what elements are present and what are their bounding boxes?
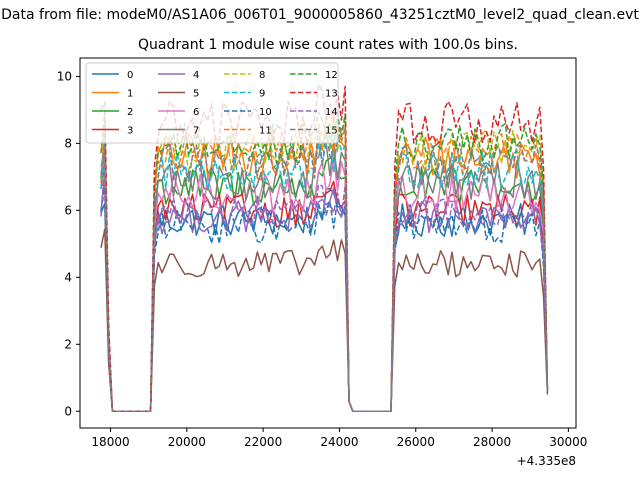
chart-title: Quadrant 1 module wise count rates with … [138, 37, 518, 53]
x-tick-label: 20000 [168, 435, 206, 449]
y-tick-label: 8 [64, 136, 72, 150]
legend-label-11: 11 [259, 126, 272, 137]
y-tick-label: 4 [64, 270, 72, 284]
series-line-10 [100, 186, 549, 413]
legend-label-9: 9 [259, 89, 265, 100]
x-tick-label: 26000 [397, 435, 435, 449]
legend-label-1: 1 [127, 89, 133, 100]
x-tick-label: 28000 [473, 435, 511, 449]
x-tick-label: 22000 [244, 435, 282, 449]
figure-suptitle: Data from file: modeM0/AS1A06_006T01_900… [1, 7, 639, 23]
y-tick-label: 6 [64, 203, 72, 217]
y-tick-label: 10 [57, 69, 72, 83]
legend-label-15: 15 [325, 126, 338, 137]
series-line-15 [100, 126, 549, 413]
legend-label-5: 5 [193, 89, 199, 100]
legend-label-2: 2 [127, 107, 133, 118]
legend-label-12: 12 [325, 70, 338, 81]
y-axis: 0 2 4 6 8 10 [57, 69, 80, 418]
legend-label-6: 6 [193, 107, 199, 118]
x-tick-label: 30000 [549, 435, 587, 449]
x-axis: 18000 20000 22000 24000 26000 28000 30000 [91, 428, 587, 449]
y-tick-label: 0 [64, 404, 72, 418]
legend-box [85, 62, 339, 144]
series-line-5 [100, 228, 549, 413]
legend-label-8: 8 [259, 70, 265, 81]
legend-label-7: 7 [193, 126, 199, 137]
legend-label-10: 10 [259, 107, 272, 118]
legend-label-14: 14 [325, 107, 338, 118]
x-axis-offset-label: +4.335e8 [517, 454, 576, 468]
legend-label-3: 3 [127, 126, 133, 137]
series-line-8 [100, 111, 549, 413]
legend-label-4: 4 [193, 70, 199, 81]
legend-label-0: 0 [127, 70, 133, 81]
x-tick-label: 18000 [91, 435, 129, 449]
axes-frame [79, 57, 577, 429]
series-line-14 [100, 160, 549, 413]
legend-label-13: 13 [325, 89, 338, 100]
x-tick-label: 24000 [320, 435, 358, 449]
series-layer [100, 83, 549, 413]
y-tick-label: 2 [64, 337, 72, 351]
